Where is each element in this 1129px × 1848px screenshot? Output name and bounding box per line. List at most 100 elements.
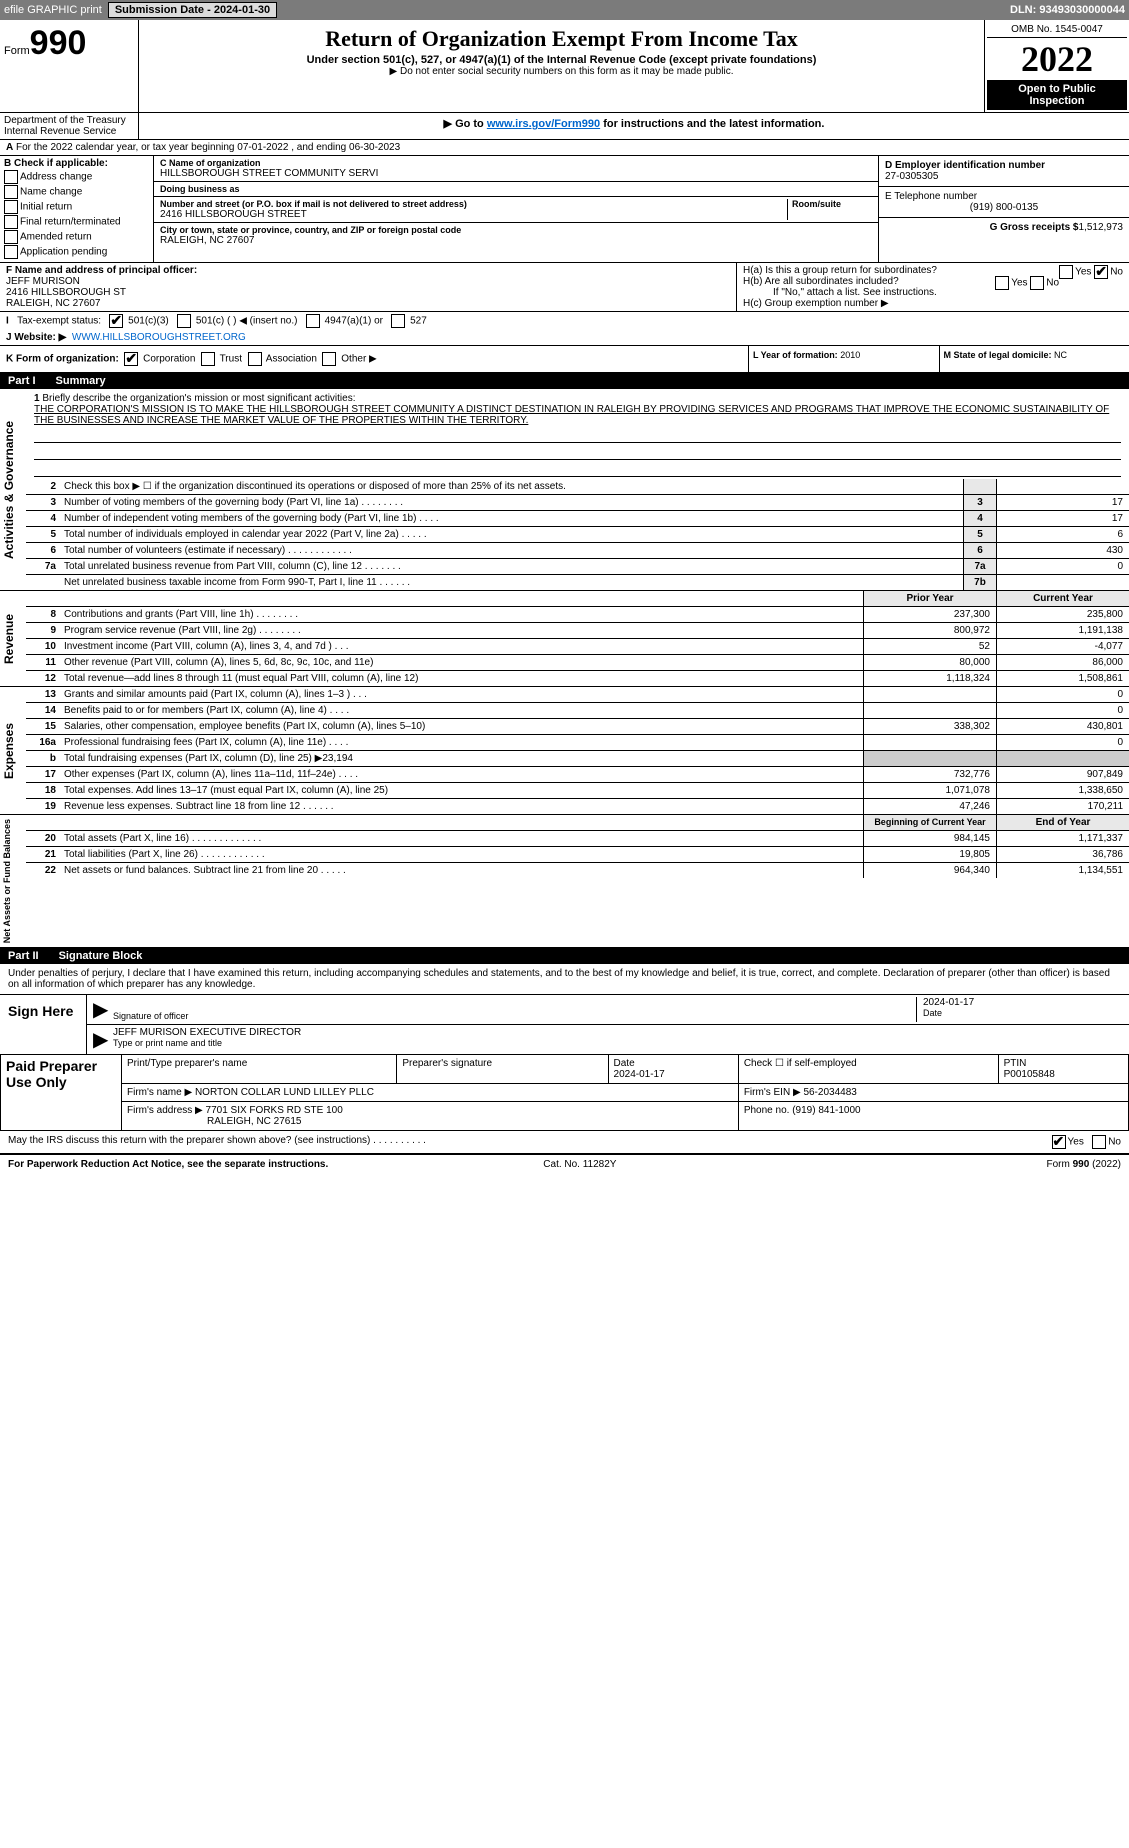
col-b-label: B Check if applicable: (4, 158, 149, 169)
ein-value: 27-0305305 (885, 171, 1123, 182)
paid-preparer-label: Paid Preparer Use Only (1, 1055, 122, 1131)
cb-527[interactable] (391, 314, 405, 328)
line-a-tax-year: A For the 2022 calendar year, or tax yea… (0, 140, 1129, 156)
group-return: H(a) Is this a group return for subordin… (737, 263, 1129, 311)
cb-other[interactable] (322, 352, 336, 366)
efile-label: efile GRAPHIC print (4, 4, 102, 16)
table-row: 22Net assets or fund balances. Subtract … (26, 863, 1129, 878)
cb-discuss-no[interactable] (1092, 1135, 1106, 1149)
goto-instructions: ▶ Go to www.irs.gov/Form990 for instruct… (139, 113, 1129, 139)
form-word: Form (4, 45, 30, 57)
street-label: Number and street (or P.O. box if mail i… (160, 199, 787, 209)
city-value: RALEIGH, NC 27607 (160, 235, 872, 246)
end-year-header: End of Year (996, 815, 1129, 830)
firm-phone: (919) 841-1000 (792, 1105, 860, 1116)
prep-self-employed: Check ☐ if self-employed (738, 1055, 998, 1084)
beginning-year-header: Beginning of Current Year (863, 815, 996, 830)
room-label: Room/suite (792, 199, 872, 209)
org-info-block: B Check if applicable: Address change Na… (0, 156, 1129, 263)
cb-initial-return[interactable]: Initial return (4, 200, 149, 214)
signature-declaration: Under penalties of perjury, I declare th… (0, 964, 1129, 994)
expenses-section: Expenses 13Grants and similar amounts pa… (0, 687, 1129, 815)
cb-trust[interactable] (201, 352, 215, 366)
table-row: 21Total liabilities (Part X, line 26) . … (26, 847, 1129, 863)
dln-label: DLN: 93493030000044 (1010, 4, 1125, 16)
city-label: City or town, state or province, country… (160, 225, 872, 235)
net-assets-section: Net Assets or Fund Balances Beginning of… (0, 815, 1129, 948)
table-row: 6Total number of volunteers (estimate if… (26, 543, 1129, 559)
cb-501c[interactable] (177, 314, 191, 328)
table-row: 9Program service revenue (Part VIII, lin… (26, 623, 1129, 639)
tab-expenses: Expenses (0, 687, 26, 814)
cb-final-return[interactable]: Final return/terminated (4, 215, 149, 229)
dept-treasury: Department of the Treasury Internal Reve… (0, 113, 139, 139)
gross-label: G Gross receipts $ (990, 222, 1079, 233)
part-i-header: Part I Summary (0, 373, 1129, 389)
year-box: OMB No. 1545-0047 2022 Open to Public In… (984, 20, 1129, 112)
firm-ein: 56-2034483 (803, 1087, 856, 1098)
table-row: 12Total revenue—add lines 8 through 11 (… (26, 671, 1129, 686)
open-to-public: Open to Public Inspection (987, 80, 1127, 110)
form-title-box: Return of Organization Exempt From Incom… (139, 20, 984, 112)
officer-print-name: JEFF MURISON EXECUTIVE DIRECTOR (113, 1027, 1123, 1038)
table-row: 2Check this box ▶ ☐ if the organization … (26, 479, 1129, 495)
form-990-footer: Form 990 (2022) (1047, 1159, 1121, 1170)
prep-ptin: P00105848 (1004, 1069, 1055, 1080)
tab-revenue: Revenue (0, 591, 26, 686)
cb-corporation[interactable] (124, 352, 138, 366)
table-row: 13Grants and similar amounts paid (Part … (26, 687, 1129, 703)
table-row: 4Number of independent voting members of… (26, 511, 1129, 527)
ssn-note: ▶ Do not enter social security numbers o… (147, 66, 976, 77)
print-name-label: Type or print name and title (113, 1038, 1123, 1048)
form-number-box: Form990 (0, 20, 139, 112)
row-f-h: F Name and address of principal officer:… (0, 263, 1129, 312)
cb-amended-return[interactable]: Amended return (4, 230, 149, 244)
officer-name: JEFF MURISON (6, 276, 730, 287)
form-title: Return of Organization Exempt From Incom… (147, 26, 976, 52)
arrow-icon: ▶ (93, 997, 113, 1022)
table-row: 16aProfessional fundraising fees (Part I… (26, 735, 1129, 751)
col-b-checkboxes: B Check if applicable: Address change Na… (0, 156, 154, 262)
table-row: 17Other expenses (Part IX, column (A), l… (26, 767, 1129, 783)
firm-addr2: RALEIGH, NC 27615 (127, 1116, 302, 1127)
firm-addr1: 7701 SIX FORKS RD STE 100 (206, 1105, 343, 1116)
discuss-row: May the IRS discuss this return with the… (0, 1131, 1129, 1154)
website-link[interactable]: WWW.HILLSBOROUGHSTREET.ORG (72, 332, 246, 343)
table-row: 3Number of voting members of the governi… (26, 495, 1129, 511)
submission-date-button[interactable]: Submission Date - 2024-01-30 (108, 2, 277, 18)
table-row: 15Salaries, other compensation, employee… (26, 719, 1129, 735)
cb-application-pending[interactable]: Application pending (4, 245, 149, 259)
cb-discuss-yes[interactable] (1052, 1135, 1066, 1149)
net-assets-header-row: Beginning of Current Year End of Year (26, 815, 1129, 831)
table-row: 11Other revenue (Part VIII, column (A), … (26, 655, 1129, 671)
cb-association[interactable] (248, 352, 262, 366)
cb-501c3[interactable] (109, 314, 123, 328)
sig-date-label: Date (923, 1008, 1123, 1018)
year-formation: 2010 (840, 350, 860, 360)
col-d-ein: D Employer identification number 27-0305… (878, 156, 1129, 262)
row-i: I Tax-exempt status: 501(c)(3) 501(c) ( … (0, 312, 1129, 330)
sign-here-label: Sign Here (0, 995, 87, 1054)
tab-activities-governance: Activities & Governance (0, 389, 26, 590)
prep-sig-header: Preparer's signature (397, 1055, 608, 1084)
cb-address-change[interactable]: Address change (4, 170, 149, 184)
col-c-org-name: C Name of organization HILLSBOROUGH STRE… (154, 156, 878, 262)
sig-officer-label: Signature of officer (113, 1011, 916, 1021)
arrow-icon: ▶ (93, 1027, 113, 1052)
table-row: bTotal fundraising expenses (Part IX, co… (26, 751, 1129, 767)
part-ii-header: Part II Signature Block (0, 948, 1129, 964)
state-domicile: NC (1054, 350, 1067, 360)
mission-block: 1 Briefly describe the organization's mi… (26, 389, 1129, 477)
sign-here-row: Sign Here ▶ Signature of officer 2024-01… (0, 994, 1129, 1054)
form-header: Form990 Return of Organization Exempt Fr… (0, 20, 1129, 113)
paid-preparer-table: Paid Preparer Use Only Print/Type prepar… (0, 1054, 1129, 1131)
prep-name-header: Print/Type preparer's name (122, 1055, 397, 1084)
cb-name-change[interactable]: Name change (4, 185, 149, 199)
sig-date: 2024-01-17 (923, 997, 1123, 1008)
table-row: Net unrelated business taxable income fr… (26, 575, 1129, 590)
gross-value: 1,512,973 (1079, 222, 1124, 233)
form-number: 990 (30, 24, 87, 62)
irs-link[interactable]: www.irs.gov/Form990 (487, 118, 600, 130)
cb-4947[interactable] (306, 314, 320, 328)
table-row: 7aTotal unrelated business revenue from … (26, 559, 1129, 575)
